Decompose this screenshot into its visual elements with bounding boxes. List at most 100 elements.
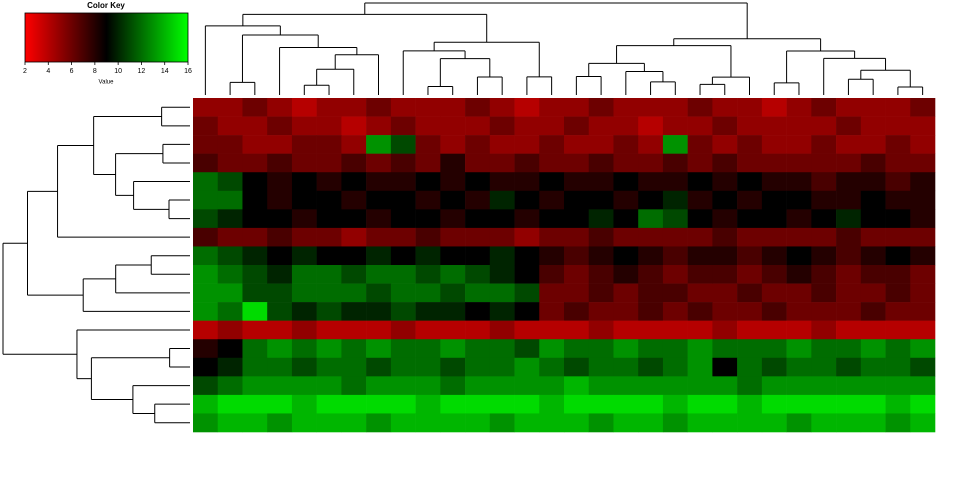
heatmap-cell	[514, 116, 540, 136]
heatmap-cell	[687, 302, 713, 321]
heatmap-cell	[539, 394, 565, 414]
heatmap-cell	[489, 320, 515, 340]
heatmap-cell	[638, 320, 664, 340]
heatmap-cell	[316, 246, 342, 266]
heatmap-cell	[836, 153, 862, 173]
heatmap-cell	[440, 116, 466, 136]
heatmap-cell	[910, 302, 936, 321]
heatmap-cell	[217, 265, 243, 284]
heatmap-cell	[193, 357, 219, 377]
heatmap-cell	[786, 376, 812, 396]
heatmap-cell	[291, 98, 317, 117]
heatmap-cell	[539, 153, 565, 173]
heatmap-cell	[860, 394, 886, 414]
color-key-label: Value	[99, 80, 115, 86]
heatmap-cell	[786, 265, 812, 284]
heatmap-cell	[836, 265, 862, 284]
heatmap-cell	[786, 302, 812, 321]
heatmap-cell	[242, 135, 268, 154]
heatmap-cell	[910, 339, 936, 359]
heatmap-cell	[465, 190, 491, 210]
heatmap-cell	[217, 209, 243, 229]
heatmap-cell	[588, 153, 614, 173]
heatmap-cell	[539, 116, 565, 136]
dendrogram	[2, 2, 924, 424]
heatmap-cell	[390, 227, 416, 247]
heatmap-cell	[217, 190, 243, 210]
heatmap-cell	[811, 265, 837, 284]
heatmap-cell	[910, 320, 936, 340]
heatmap-cell	[712, 394, 738, 414]
heatmap-cell	[316, 209, 342, 229]
heatmap-cell	[811, 394, 837, 414]
heatmap-cell	[217, 246, 243, 266]
heatmap-cell	[638, 135, 664, 154]
heatmap-cell	[687, 339, 713, 359]
heatmap-cell	[564, 302, 590, 321]
heatmap-cell	[662, 246, 688, 266]
heatmap-cell	[588, 227, 614, 247]
heatmap-cell	[267, 135, 293, 154]
heatmap-cell	[910, 265, 936, 284]
heatmap-cell	[267, 172, 293, 192]
heatmap-cell	[836, 172, 862, 192]
heatmap-cell	[811, 302, 837, 321]
heatmap-cell	[613, 265, 639, 284]
heatmap-cell	[489, 283, 515, 303]
heatmap-cell	[564, 357, 590, 377]
heatmap-cell	[390, 302, 416, 321]
heatmap-cell	[613, 153, 639, 173]
key-tick-label: 8	[93, 68, 97, 75]
key-tick-label: 14	[161, 68, 169, 75]
heatmap-cell	[662, 153, 688, 173]
heatmap-cell	[465, 320, 491, 340]
heatmap-cell	[860, 265, 886, 284]
heatmap-cell	[687, 283, 713, 303]
heatmap-cell	[390, 320, 416, 340]
heatmap-cell	[712, 153, 738, 173]
heatmap-cell	[737, 172, 763, 192]
heatmap-cell	[761, 357, 787, 377]
heatmap-cell	[860, 357, 886, 377]
heatmap-cell	[613, 209, 639, 229]
heatmap-cell	[836, 376, 862, 396]
heatmap-cell	[638, 153, 664, 173]
heatmap-cell	[193, 394, 219, 414]
heatmap-cell	[390, 413, 416, 433]
heatmap-cell	[489, 246, 515, 266]
heatmap-cell	[539, 227, 565, 247]
heatmap-cell	[836, 302, 862, 321]
heatmap-cell	[811, 227, 837, 247]
heatmap-cell	[341, 283, 367, 303]
heatmap-cell	[910, 98, 936, 117]
heatmap-cell	[316, 357, 342, 377]
heatmap-cell	[440, 357, 466, 377]
heatmap-cell	[811, 339, 837, 359]
heatmap-cell	[662, 227, 688, 247]
heatmap-cell	[267, 394, 293, 414]
heatmap-cell	[638, 265, 664, 284]
heatmap-cell	[316, 413, 342, 433]
heatmap-cell	[415, 227, 441, 247]
heatmap-cell	[465, 283, 491, 303]
heatmap-cell	[564, 98, 590, 117]
heatmap-cell	[885, 116, 911, 136]
heatmap-cell	[613, 320, 639, 340]
heatmap-cell	[291, 357, 317, 377]
heatmap-cell	[242, 376, 268, 396]
heatmap-cell	[712, 339, 738, 359]
heatmap-cell	[687, 265, 713, 284]
heatmap-cell	[514, 172, 540, 192]
heatmap-cell	[588, 413, 614, 433]
heatmap-cell	[910, 209, 936, 229]
heatmap-cell	[588, 376, 614, 396]
heatmap-cell	[588, 246, 614, 266]
heatmap-cell	[341, 246, 367, 266]
heatmap-cell	[761, 246, 787, 266]
heatmap-cell	[712, 98, 738, 117]
heatmap-cell	[885, 339, 911, 359]
heatmap-cell	[564, 413, 590, 433]
heatmap-cell	[291, 339, 317, 359]
heatmap-cell	[465, 116, 491, 136]
heatmap-cell	[291, 246, 317, 266]
